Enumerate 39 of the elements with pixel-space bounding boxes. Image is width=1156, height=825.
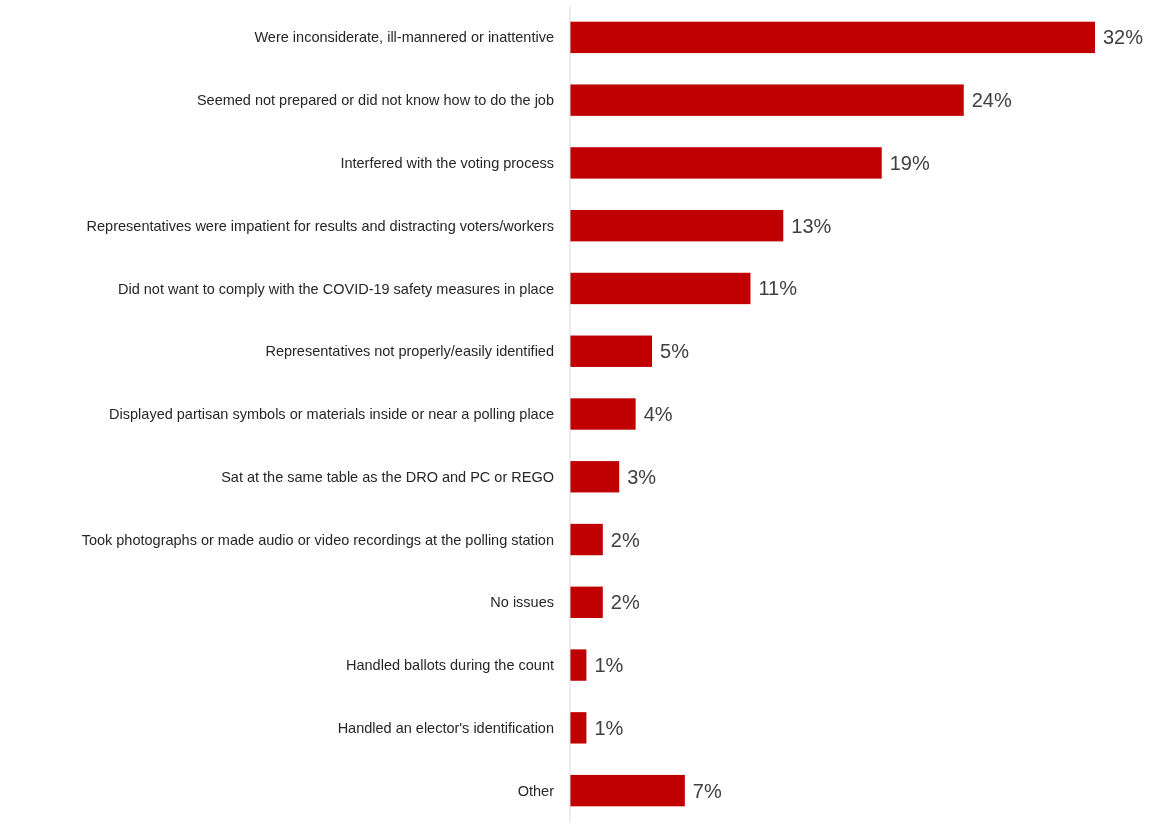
y-tick-label: Sat at the same table as the DRO and PC or REGO xyxy=(221,468,554,485)
data-label: 11% xyxy=(758,277,798,300)
data-label: 1% xyxy=(594,716,624,739)
bar xyxy=(570,147,882,179)
data-label: 4% xyxy=(643,403,673,425)
bar xyxy=(570,398,636,430)
y-tick-label: Took photographs or made audio or video recordings at the polling station xyxy=(81,531,554,548)
y-tick-label: Interfered with the voting process xyxy=(340,155,554,171)
bar xyxy=(570,335,653,367)
bar xyxy=(570,523,603,556)
bar xyxy=(570,774,685,807)
bar xyxy=(570,586,603,618)
y-tick-label: Representatives not properly/easily identified xyxy=(265,343,554,360)
y-tick-label: No issues xyxy=(490,594,554,611)
data-label: 13% xyxy=(791,214,832,237)
y-tick-label: Seemed not prepared or did not know how to do the job xyxy=(196,92,554,109)
bar xyxy=(570,649,587,681)
y-tick-label: Were inconsiderate, ill-mannered or inattentive xyxy=(254,29,554,46)
data-label: 19% xyxy=(889,151,930,174)
bar xyxy=(570,272,751,305)
data-label: 3% xyxy=(627,465,657,488)
bar xyxy=(570,712,587,744)
data-label: 24% xyxy=(971,89,1012,112)
data-label: 2% xyxy=(610,528,640,551)
bar xyxy=(570,461,620,493)
y-tick-label: Representatives were impatient for results and distracting voters/workers xyxy=(86,217,554,234)
data-label: 1% xyxy=(594,654,624,677)
y-tick-label: Handled an elector's identification xyxy=(337,719,554,736)
bar xyxy=(570,84,964,116)
bar xyxy=(570,210,784,242)
y-tick-label: Displayed partisan symbols or materials inside or near a polling place xyxy=(109,406,554,423)
data-label: 32% xyxy=(1103,26,1144,49)
bar xyxy=(570,21,1095,54)
data-label: 5% xyxy=(660,340,690,363)
data-label: 7% xyxy=(692,779,722,802)
y-tick-label: Other xyxy=(517,782,555,799)
y-tick-label: Did not want to comply with the COVID-19 safety measures in place xyxy=(118,280,554,297)
data-label: 2% xyxy=(610,591,640,614)
y-tick-label: Handled ballots during the count xyxy=(346,657,554,674)
